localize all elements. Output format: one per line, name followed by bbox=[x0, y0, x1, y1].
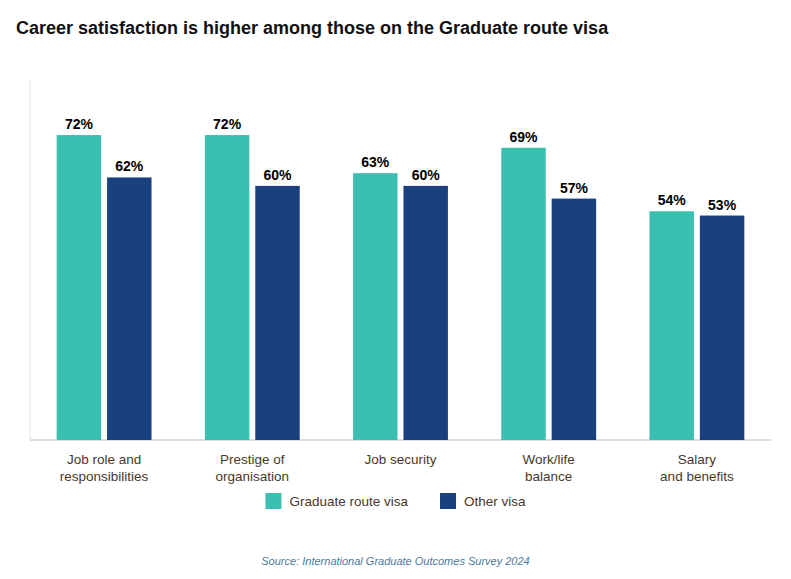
x-tick-label: Job security bbox=[364, 452, 436, 467]
legend-label: Graduate route visa bbox=[289, 494, 408, 509]
chart: Career satisfaction is higher among thos… bbox=[0, 0, 791, 579]
legend-label: Other visa bbox=[464, 494, 526, 509]
legend-item: Other visa bbox=[440, 493, 526, 509]
title: Career satisfaction is higher among thos… bbox=[16, 18, 609, 38]
x-tick-labels: Job role andresponsibilities Prestige ofo… bbox=[60, 452, 734, 484]
bar bbox=[501, 148, 545, 440]
data-label: 57% bbox=[560, 180, 589, 196]
bar bbox=[255, 186, 299, 440]
data-label: 60% bbox=[263, 167, 292, 183]
legend-swatch bbox=[440, 493, 456, 509]
bar bbox=[57, 135, 101, 440]
bar bbox=[649, 211, 693, 440]
data-label: 62% bbox=[115, 158, 144, 174]
bar bbox=[403, 186, 447, 440]
data-label: 60% bbox=[412, 167, 441, 183]
bar bbox=[700, 216, 744, 440]
data-labels: 72% 72% 63% 69% 54% 62% 60% 60% 57% 53% bbox=[65, 116, 737, 212]
data-label: 69% bbox=[509, 129, 538, 145]
legend-swatch bbox=[265, 493, 281, 509]
data-label: 72% bbox=[65, 116, 94, 132]
x-tick-label: Work/lifebalance bbox=[523, 452, 575, 484]
x-tick-label: Salaryand benefits bbox=[660, 452, 734, 484]
y-axis-range-line bbox=[30, 80, 31, 440]
data-label: 63% bbox=[361, 154, 390, 170]
bar bbox=[107, 177, 151, 440]
data-label: 54% bbox=[658, 192, 687, 208]
legend: Graduate route visa Other visa bbox=[265, 493, 526, 509]
bars bbox=[57, 135, 745, 440]
bar bbox=[353, 173, 397, 440]
chart-container: Career satisfaction is higher among thos… bbox=[0, 0, 791, 579]
data-label: 72% bbox=[213, 116, 242, 132]
bar bbox=[552, 199, 596, 440]
x-tick-label: Prestige oforganisation bbox=[216, 452, 290, 484]
data-label: 53% bbox=[708, 197, 737, 213]
source: Source: International Graduate Outcomes … bbox=[261, 555, 529, 567]
bar bbox=[205, 135, 249, 440]
x-tick-label: Job role andresponsibilities bbox=[60, 452, 149, 484]
legend-item: Graduate route visa bbox=[265, 493, 408, 509]
